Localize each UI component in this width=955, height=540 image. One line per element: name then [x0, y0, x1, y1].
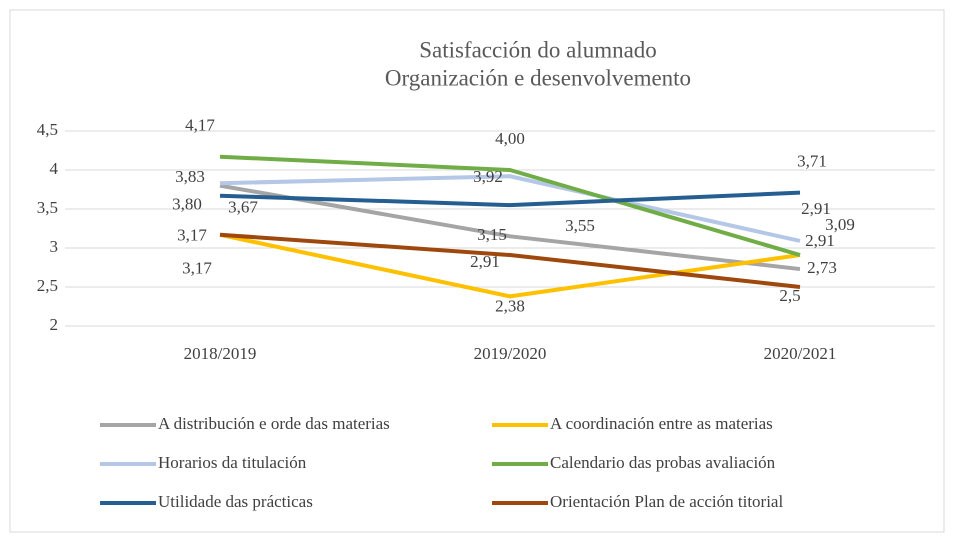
data-label: 3,55 [565, 216, 595, 235]
y-tick-label: 4 [50, 159, 59, 178]
y-tick-label: 4,5 [37, 120, 58, 139]
chart-frame [9, 9, 945, 533]
chart-title: Satisfacción do alumnado [419, 37, 657, 62]
data-label: 3,17 [177, 226, 207, 245]
series-line [219, 232, 801, 299]
series-line [219, 232, 801, 289]
data-label: 2,91 [470, 252, 500, 271]
data-label: 3,83 [175, 167, 205, 186]
data-label: 3,09 [825, 215, 855, 234]
legend-label: Utilidade das prácticas [158, 492, 313, 511]
x-tick-label: 2018/2019 [184, 344, 257, 363]
y-tick-label: 2 [50, 315, 59, 334]
legend-label: A distribución e orde das materias [158, 414, 390, 433]
data-label: 3,92 [473, 167, 503, 186]
series-line [219, 154, 801, 257]
chart-subtitle: Organización e desenvolvemento [385, 65, 691, 90]
data-label: 3,80 [172, 195, 202, 214]
legend-label: A coordinación entre as materias [550, 414, 773, 433]
y-tick-label: 3 [50, 237, 59, 256]
series-line [219, 190, 801, 208]
series-line [219, 183, 801, 272]
data-label: 2,91 [801, 199, 831, 218]
data-label: 3,71 [797, 152, 827, 171]
legend-label: Calendario das probas avaliación [550, 453, 776, 472]
data-label: 2,73 [807, 258, 837, 277]
x-tick-label: 2019/2020 [474, 344, 547, 363]
y-tick-label: 3,5 [37, 198, 58, 217]
data-label: 3,15 [477, 225, 507, 244]
x-tick-label: 2020/2021 [764, 344, 837, 363]
legend-label: Orientación Plan de acción titorial [550, 492, 783, 511]
data-label: 2,5 [779, 286, 800, 305]
data-label: 4,00 [495, 129, 525, 148]
legend-label: Horarios da titulación [158, 453, 307, 472]
data-label: 2,91 [805, 231, 835, 250]
series-line [219, 174, 801, 243]
data-label: 2,38 [495, 296, 525, 315]
data-label: 3,17 [182, 259, 212, 278]
y-tick-label: 2,5 [37, 276, 58, 295]
data-label: 4,17 [185, 116, 215, 135]
data-label: 3,67 [228, 198, 258, 217]
